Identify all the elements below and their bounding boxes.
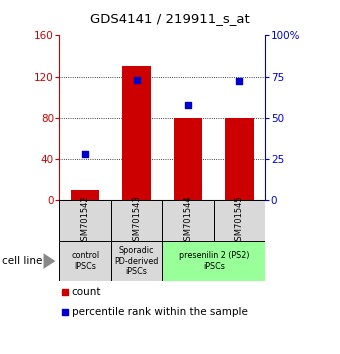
Text: Sporadic
PD-derived
iPSCs: Sporadic PD-derived iPSCs — [115, 246, 159, 276]
Text: GSM701544: GSM701544 — [184, 195, 192, 246]
Text: control
IPSCs: control IPSCs — [71, 251, 99, 271]
Bar — [59, 241, 111, 281]
Bar — [214, 200, 265, 241]
Point — [237, 79, 242, 84]
Text: count: count — [72, 287, 101, 297]
Bar — [59, 200, 111, 241]
Text: GDS4141 / 219911_s_at: GDS4141 / 219911_s_at — [90, 12, 250, 25]
Text: GSM701543: GSM701543 — [132, 195, 141, 246]
Bar — [225, 118, 254, 200]
Point — [185, 102, 191, 107]
Text: GSM701542: GSM701542 — [81, 195, 90, 246]
Bar — [111, 200, 162, 241]
Polygon shape — [44, 253, 55, 269]
Point — [62, 289, 67, 295]
Point — [134, 77, 139, 83]
Text: percentile rank within the sample: percentile rank within the sample — [72, 307, 248, 317]
Bar — [111, 241, 162, 281]
Bar — [162, 200, 214, 241]
Point — [83, 151, 88, 157]
Text: GSM701545: GSM701545 — [235, 195, 244, 246]
Bar — [162, 241, 265, 281]
Text: presenilin 2 (PS2)
iPSCs: presenilin 2 (PS2) iPSCs — [178, 251, 249, 271]
Bar — [174, 118, 202, 200]
Bar — [122, 66, 151, 200]
Text: cell line: cell line — [2, 256, 42, 266]
Bar — [71, 190, 99, 200]
Point — [62, 309, 67, 315]
